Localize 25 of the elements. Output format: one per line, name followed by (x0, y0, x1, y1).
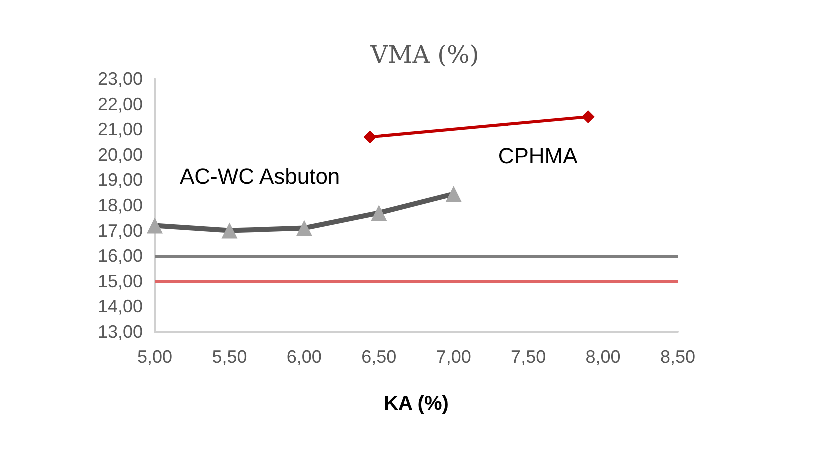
y-tick-label: 21,00 (98, 120, 143, 140)
y-tick-label: 20,00 (98, 144, 143, 165)
y-tick-label: 18,00 (98, 196, 143, 216)
series-label: AC-WC Asbuton (180, 164, 340, 190)
y-tick-label: 16,00 (98, 246, 143, 266)
point (582, 110, 595, 124)
y-tick-label: 19,00 (98, 170, 143, 190)
y-tick-label: 13,00 (98, 322, 143, 342)
x-tick-label: 7,00 (436, 347, 472, 367)
y-tick-label: 14,00 (98, 296, 143, 317)
x-tick-label: 6,00 (286, 347, 322, 367)
x-tick-label: 5,00 (137, 347, 173, 367)
y-tick-label: 23,00 (98, 69, 143, 89)
y-tick-label: 17,00 (98, 220, 143, 241)
x-tick-label: 7,50 (511, 347, 546, 367)
y-tick-label: 15,00 (98, 271, 143, 292)
x-tick-label: 6,50 (362, 347, 397, 367)
x-tick-label: 5,50 (212, 347, 248, 367)
y-tick-label: 22,00 (98, 94, 143, 114)
x-axis-title: KA (%) (384, 393, 449, 415)
point (364, 130, 377, 144)
series-label: CPHMA (498, 143, 578, 168)
chart-title: VMA (%) (370, 41, 480, 69)
x-tick-label: 8,00 (586, 347, 621, 367)
x-tick-label: 8,50 (660, 347, 696, 367)
